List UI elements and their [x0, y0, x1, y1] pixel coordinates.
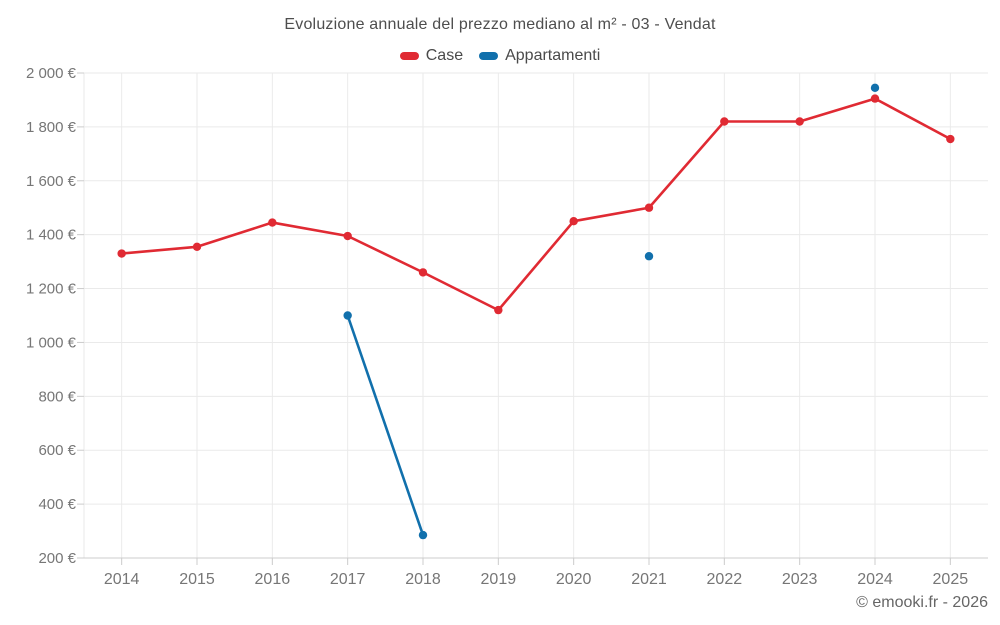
y-tick-label: 1 800 € [26, 119, 77, 136]
y-tick-label: 800 € [38, 388, 76, 405]
data-point-case-2021[interactable] [644, 203, 654, 212]
y-tick-label: 200 € [38, 550, 76, 567]
legend-item-appartamenti[interactable]: Appartamenti [479, 47, 600, 65]
data-point-appartamenti-2018[interactable] [418, 530, 428, 540]
data-point-case-2016[interactable] [268, 218, 277, 227]
series-line-case [120, 97, 952, 312]
data-point-case-2017[interactable] [343, 231, 352, 241]
legend-item-case[interactable]: Case [399, 47, 464, 65]
series-line-appartamenti [346, 314, 425, 537]
data-point-case-2022[interactable] [720, 117, 729, 126]
case-series-swatch-icon [399, 52, 419, 60]
data-point-case-2020[interactable] [569, 216, 578, 226]
data-point-appartamenti-2021[interactable] [644, 252, 654, 261]
data-point-case-2025[interactable] [946, 134, 955, 144]
legend-label-case: Case [425, 47, 464, 64]
y-tick-label: 400 € [38, 496, 76, 513]
data-point-case-2024[interactable] [870, 94, 880, 103]
legend-label-appartamenti: Appartamenti [505, 47, 601, 64]
x-tick-label: 2025 [933, 571, 969, 588]
x-tick-label: 2024 [857, 571, 893, 588]
chart-title: Evoluzione annuale del prezzo mediano al… [284, 16, 716, 33]
appartamenti-series-swatch-icon [479, 52, 499, 60]
y-tick-label: 1 400 € [26, 227, 77, 244]
y-tick-label: 2 000 € [26, 65, 77, 82]
data-point-case-2014[interactable] [117, 249, 126, 258]
x-tick-label: 2022 [707, 571, 743, 588]
x-tick-label: 2019 [481, 571, 517, 588]
y-tick-label: 600 € [38, 442, 76, 459]
copyright: © emooki.fr - 2026 [856, 594, 988, 611]
x-tick-label: 2018 [405, 571, 441, 588]
data-point-case-2018[interactable] [418, 268, 428, 277]
data-point-case-2019[interactable] [494, 305, 503, 315]
data-point-appartamenti-2017[interactable] [343, 311, 352, 320]
x-tick-label: 2020 [556, 571, 592, 588]
data-point-case-2015[interactable] [192, 242, 202, 251]
y-tick-label: 1 600 € [26, 173, 77, 190]
y-tick-label: 1 000 € [26, 334, 77, 351]
data-point-appartamenti-2024[interactable] [870, 83, 880, 93]
x-tick-label: 2014 [104, 571, 140, 588]
x-tick-label: 2016 [255, 571, 291, 588]
data-point-case-2023[interactable] [795, 117, 804, 126]
x-tick-label: 2015 [179, 571, 215, 588]
x-tick-label: 2023 [782, 571, 818, 588]
legend: Case Appartamenti [0, 47, 1000, 65]
x-tick-label: 2021 [631, 571, 667, 588]
y-tick-label: 1 200 € [26, 281, 77, 298]
x-tick-label: 2017 [330, 571, 366, 588]
